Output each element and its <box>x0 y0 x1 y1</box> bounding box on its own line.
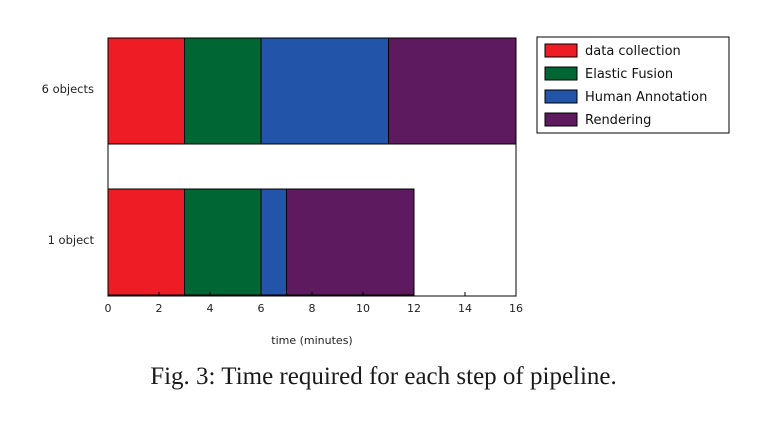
bar-1-object-human-annotation <box>260 188 287 296</box>
y-tick-label: 1 object <box>48 233 95 247</box>
x-tick-label: 14 <box>458 302 472 315</box>
x-tick-label: 4 <box>207 302 214 315</box>
bar-6-objects-data-collection <box>107 37 185 145</box>
figure-caption: Fig. 3: Time required for each step of p… <box>150 363 617 390</box>
stacked-bar-chart: 0 2 4 6 8 10 12 14 16 6 objects 1 object time (mi… <box>42 36 730 347</box>
bar-1-object-data-collection <box>107 188 185 296</box>
x-axis-ticks: 0 2 4 6 8 10 12 14 16 <box>105 292 523 315</box>
bar-1-object-rendering <box>286 188 415 296</box>
legend-swatch-human-annotation <box>544 89 578 104</box>
x-tick-label: 16 <box>509 302 523 315</box>
bar-1-object-elastic-fusion <box>184 188 262 296</box>
y-tick-label: 6 objects <box>42 82 94 96</box>
x-tick-label: 8 <box>309 302 316 315</box>
legend-label-rendering: Rendering <box>585 113 651 128</box>
bar-6-objects-rendering <box>388 37 517 145</box>
bars-group <box>107 37 517 296</box>
legend-label-human-annotation: Human Annotation <box>585 90 707 105</box>
x-tick-label: 0 <box>105 302 112 315</box>
legend-label-data-collection: data collection <box>585 44 681 59</box>
x-tick-label: 2 <box>156 302 163 315</box>
legend-swatch-data-collection <box>544 43 578 58</box>
x-tick-label: 12 <box>407 302 421 315</box>
legend-swatch-rendering <box>544 112 578 127</box>
x-tick-label: 10 <box>356 302 370 315</box>
legend-label-elastic-fusion: Elastic Fusion <box>585 67 673 82</box>
bar-6-objects-human-annotation <box>260 37 389 145</box>
x-tick-label: 6 <box>258 302 265 315</box>
bar-6-objects-elastic-fusion <box>184 37 262 145</box>
legend-swatch-elastic-fusion <box>544 66 578 81</box>
legend: data collection Elastic Fusion Human Annot… <box>536 36 730 134</box>
x-axis-label: time (minutes) <box>271 334 352 347</box>
y-axis-categories: 6 objects 1 object <box>42 82 95 247</box>
